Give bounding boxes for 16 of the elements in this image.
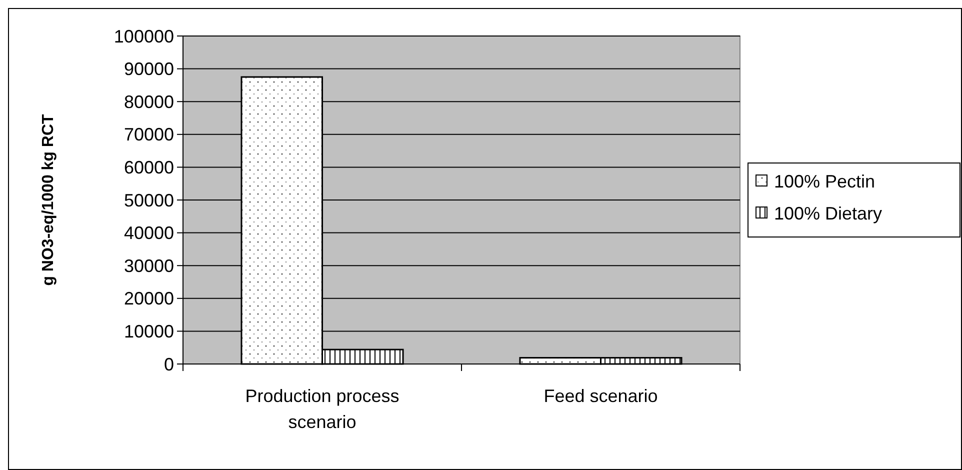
y-tick-label: 50000 [124, 190, 174, 210]
y-tick-label: 60000 [124, 158, 174, 178]
y-tick-label: 20000 [124, 288, 174, 309]
y-tick-label: 100000 [114, 26, 174, 46]
y-tick-label: 90000 [124, 59, 174, 80]
y-tick-label: 0 [164, 354, 174, 374]
x-tick-label: Feed scenario [544, 386, 658, 406]
y-tick-label: 30000 [124, 256, 174, 276]
x-tick-label: Production process scenario [245, 386, 400, 432]
y-tick-label: 10000 [124, 322, 174, 342]
text: 100% Pectin [774, 171, 876, 192]
text: 100% Dietary [774, 203, 882, 224]
y-tick-label: 40000 [124, 223, 174, 244]
y-tick-label: 70000 [124, 124, 174, 145]
y-tick-label: 80000 [124, 92, 174, 112]
y-axis-title: g NO3-eq/1000 kg RCT [40, 114, 57, 286]
